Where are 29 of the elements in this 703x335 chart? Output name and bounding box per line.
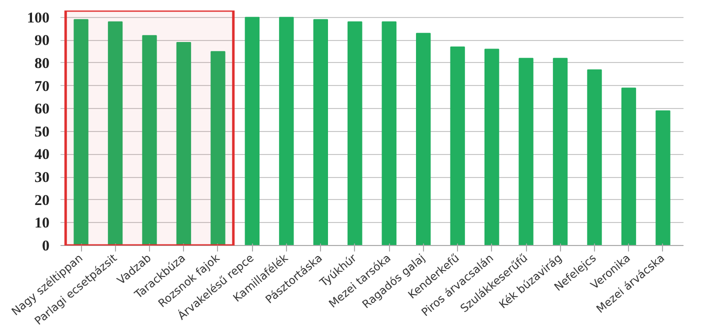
bar	[244, 16, 260, 246]
y-tick-label: 40	[34, 147, 50, 164]
y-tick-label: 30	[34, 170, 50, 186]
bar	[210, 51, 226, 246]
bar	[279, 16, 294, 246]
y-tick-label: 60	[34, 102, 50, 118]
bar	[74, 19, 88, 246]
y-tick-label: 90	[34, 33, 50, 50]
bar	[552, 58, 568, 246]
bar	[142, 35, 157, 246]
bar	[656, 110, 670, 246]
bar	[587, 69, 602, 246]
bar	[621, 88, 636, 246]
y-tick-label: 50	[34, 124, 50, 140]
y-tick-label: 0	[42, 238, 50, 254]
bar	[313, 19, 328, 246]
bar	[348, 21, 362, 246]
bar	[176, 42, 192, 246]
bar	[108, 21, 123, 246]
y-tick-label: 20	[34, 192, 50, 209]
bar	[484, 48, 500, 246]
bar	[518, 58, 534, 246]
y-tick-label: 80	[34, 56, 50, 72]
y-tick-label: 70	[34, 78, 50, 95]
bar	[416, 32, 431, 246]
y-tick-label: 10	[34, 216, 50, 232]
y-tick-label: 100	[27, 10, 50, 26]
bar	[382, 21, 396, 246]
bar	[450, 46, 465, 246]
